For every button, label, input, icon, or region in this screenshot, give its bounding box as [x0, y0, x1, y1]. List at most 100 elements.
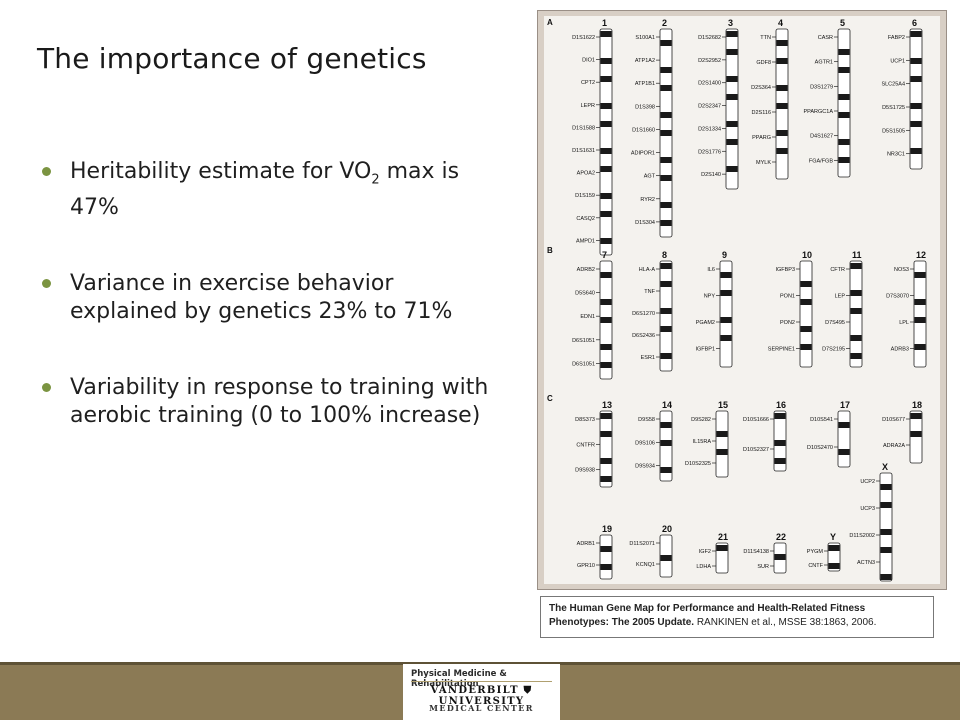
chromosome-band: [716, 431, 728, 437]
bullet-text-variance: Variance in exercise behavior explained …: [70, 271, 453, 325]
chromosome-band: [660, 157, 672, 163]
chromosome-band: [600, 458, 612, 464]
chromosome-number: 11: [852, 250, 862, 260]
gene-label: D3S1279: [810, 84, 833, 90]
chromosome-number: 15: [718, 400, 728, 410]
gene-label: ESR1: [641, 355, 655, 361]
chromosome-band: [726, 166, 738, 172]
gene-label: ATP1A2: [635, 58, 655, 64]
chromosome-number: 6: [912, 18, 917, 28]
chromosome-band: [774, 458, 786, 464]
chromosome-band: [600, 58, 612, 64]
gene-label: D6S1270: [632, 311, 655, 317]
gene-label: D5S1725: [882, 105, 905, 111]
chromosome-band: [880, 484, 892, 490]
gene-label: D11S2071: [629, 541, 655, 547]
gene-label: GDF8: [756, 60, 771, 66]
logo-university: VANDERBILT ⛊ UNIVERSITY: [430, 685, 533, 707]
chromosome-number: 2: [662, 18, 667, 28]
chromosome-number: 17: [840, 400, 850, 410]
gene-label: D1S2682: [698, 35, 721, 41]
chromosome-number: 10: [802, 250, 812, 260]
bullet-dot-icon: [42, 279, 51, 289]
gene-label: FGA/FGB: [809, 158, 833, 164]
chromosome-band: [850, 308, 862, 314]
chromosome-band: [600, 546, 612, 552]
chromosome-band: [774, 440, 786, 446]
gene-label: IL15RA: [693, 439, 712, 445]
chromosome-band: [660, 326, 672, 332]
chromosome-number: 18: [912, 400, 922, 410]
vanderbilt-logo: Physical Medicine & Rehabilitation VANDE…: [403, 664, 560, 720]
section-label: B: [547, 246, 553, 255]
gene-label: D11S2002: [849, 533, 875, 539]
chromosome-band: [838, 67, 850, 73]
gene-label: ADRB3: [891, 347, 909, 353]
gene-label: D6S2436: [632, 333, 655, 339]
gene-label: D5S1505: [882, 128, 905, 134]
gene-label: SLC25A4: [881, 82, 905, 88]
chromosome-band: [660, 281, 672, 287]
bullet-dot-icon: [42, 167, 51, 176]
gene-label: PON2: [780, 320, 795, 326]
chromosome-band: [726, 121, 738, 127]
gene-label: D9S934: [635, 464, 655, 470]
chromosome-band: [800, 326, 812, 332]
chromosome-band: [914, 317, 926, 323]
bullet-dot-icon: [42, 383, 51, 393]
chromosome-band: [660, 555, 672, 561]
gene-label: D6S1051: [572, 338, 595, 344]
chromosome-band: [850, 290, 862, 296]
chromosome-number: 1: [602, 18, 607, 28]
gene-label: NOS3: [894, 267, 909, 273]
footer-divider: [0, 662, 960, 665]
chromosome-band: [838, 49, 850, 55]
gene-map-figure: A B C 1 D1S1622 DIO1 CPT2 LEPR D1S1588 D1S1631 APO…: [537, 10, 947, 590]
gene-label: D9S58: [638, 417, 655, 423]
gene-label: CASQ2: [576, 216, 595, 222]
chromosome-band: [716, 449, 728, 455]
chromosome-band: [600, 413, 612, 419]
gene-label: D2S116: [752, 110, 771, 116]
chromosome-band: [726, 94, 738, 100]
gene-label: D1S1588: [572, 125, 595, 131]
gene-label: D4S1627: [810, 134, 833, 140]
gene-label: ADRB2: [577, 267, 595, 273]
gene-label: AMPD1: [576, 238, 595, 244]
chromosome-band: [660, 112, 672, 118]
gene-label: D10S1666: [743, 417, 769, 423]
chromosome-number: 12: [916, 250, 926, 260]
gene-label: D2S1334: [698, 126, 721, 132]
chromosome-band: [660, 422, 672, 428]
chromosome-band: [600, 317, 612, 323]
section-label: C: [547, 394, 553, 403]
gene-label: CFTR: [830, 267, 845, 273]
gene-label: TNF: [644, 289, 655, 295]
chromosome-band: [914, 299, 926, 305]
chromosome-number: X: [882, 462, 888, 472]
chromosome-band: [720, 272, 732, 278]
chromosome-band: [726, 76, 738, 82]
chromosome-band: [774, 554, 786, 560]
chromosome-number: 14: [662, 400, 672, 410]
gene-label: IGFBP3: [775, 267, 795, 273]
chromosome-band: [660, 467, 672, 473]
chromosome-band: [720, 317, 732, 323]
chromosome-band: [660, 440, 672, 446]
chromosome-band: [838, 422, 850, 428]
chromosome-band: [600, 121, 612, 127]
chromosome-band: [910, 58, 922, 64]
gene-map-image: A B C 1 D1S1622 DIO1 CPT2 LEPR D1S1588 D1S1631 APO…: [544, 16, 940, 584]
gene-label: ADRB1: [577, 541, 595, 547]
chromosome-band: [910, 31, 922, 37]
chromosome-band: [600, 476, 612, 482]
gene-label: DIO1: [582, 58, 595, 64]
gene-label: NR3C1: [887, 152, 905, 158]
chromosome-band: [850, 263, 862, 269]
gene-label: D1S1660: [632, 127, 655, 133]
chromosome-band: [600, 299, 612, 305]
chromosome-band: [660, 175, 672, 181]
bullet-item: Variance in exercise behavior explained …: [42, 270, 492, 326]
gene-label: LDHA: [696, 564, 711, 570]
chromosome-body: [799, 260, 813, 368]
